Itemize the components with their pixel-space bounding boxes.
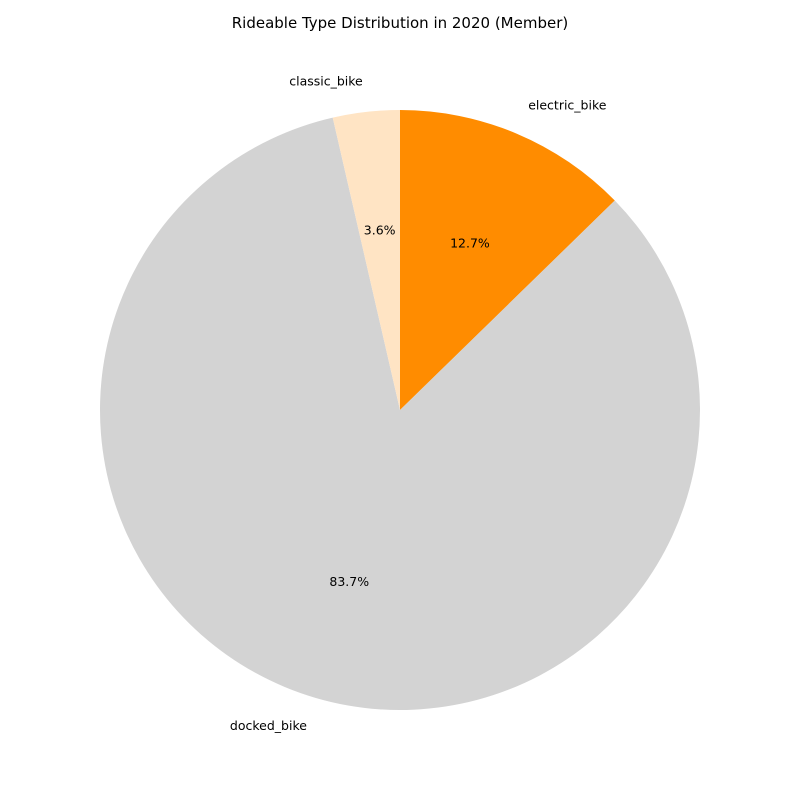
- slice-percent-classic_bike: 3.6%: [364, 223, 396, 238]
- slice-label-electric_bike: electric_bike: [528, 97, 607, 112]
- chart-title: Rideable Type Distribution in 2020 (Memb…: [232, 14, 569, 32]
- slice-label-classic_bike: classic_bike: [289, 74, 363, 89]
- slice-percent-electric_bike: 12.7%: [450, 236, 490, 251]
- slices-layer: [99, 110, 700, 710]
- pie-slice-classic_bike: [332, 110, 400, 410]
- slice-percent-docked_bike: 83.7%: [329, 574, 369, 589]
- pie-slice-docked_bike: [99, 117, 700, 710]
- labels-layer: electric_bike 12.7% docked_bike 83.7% classi…: [230, 74, 607, 733]
- slice-label-docked_bike: docked_bike: [230, 718, 307, 733]
- pie-slice-electric_bike: [400, 110, 615, 410]
